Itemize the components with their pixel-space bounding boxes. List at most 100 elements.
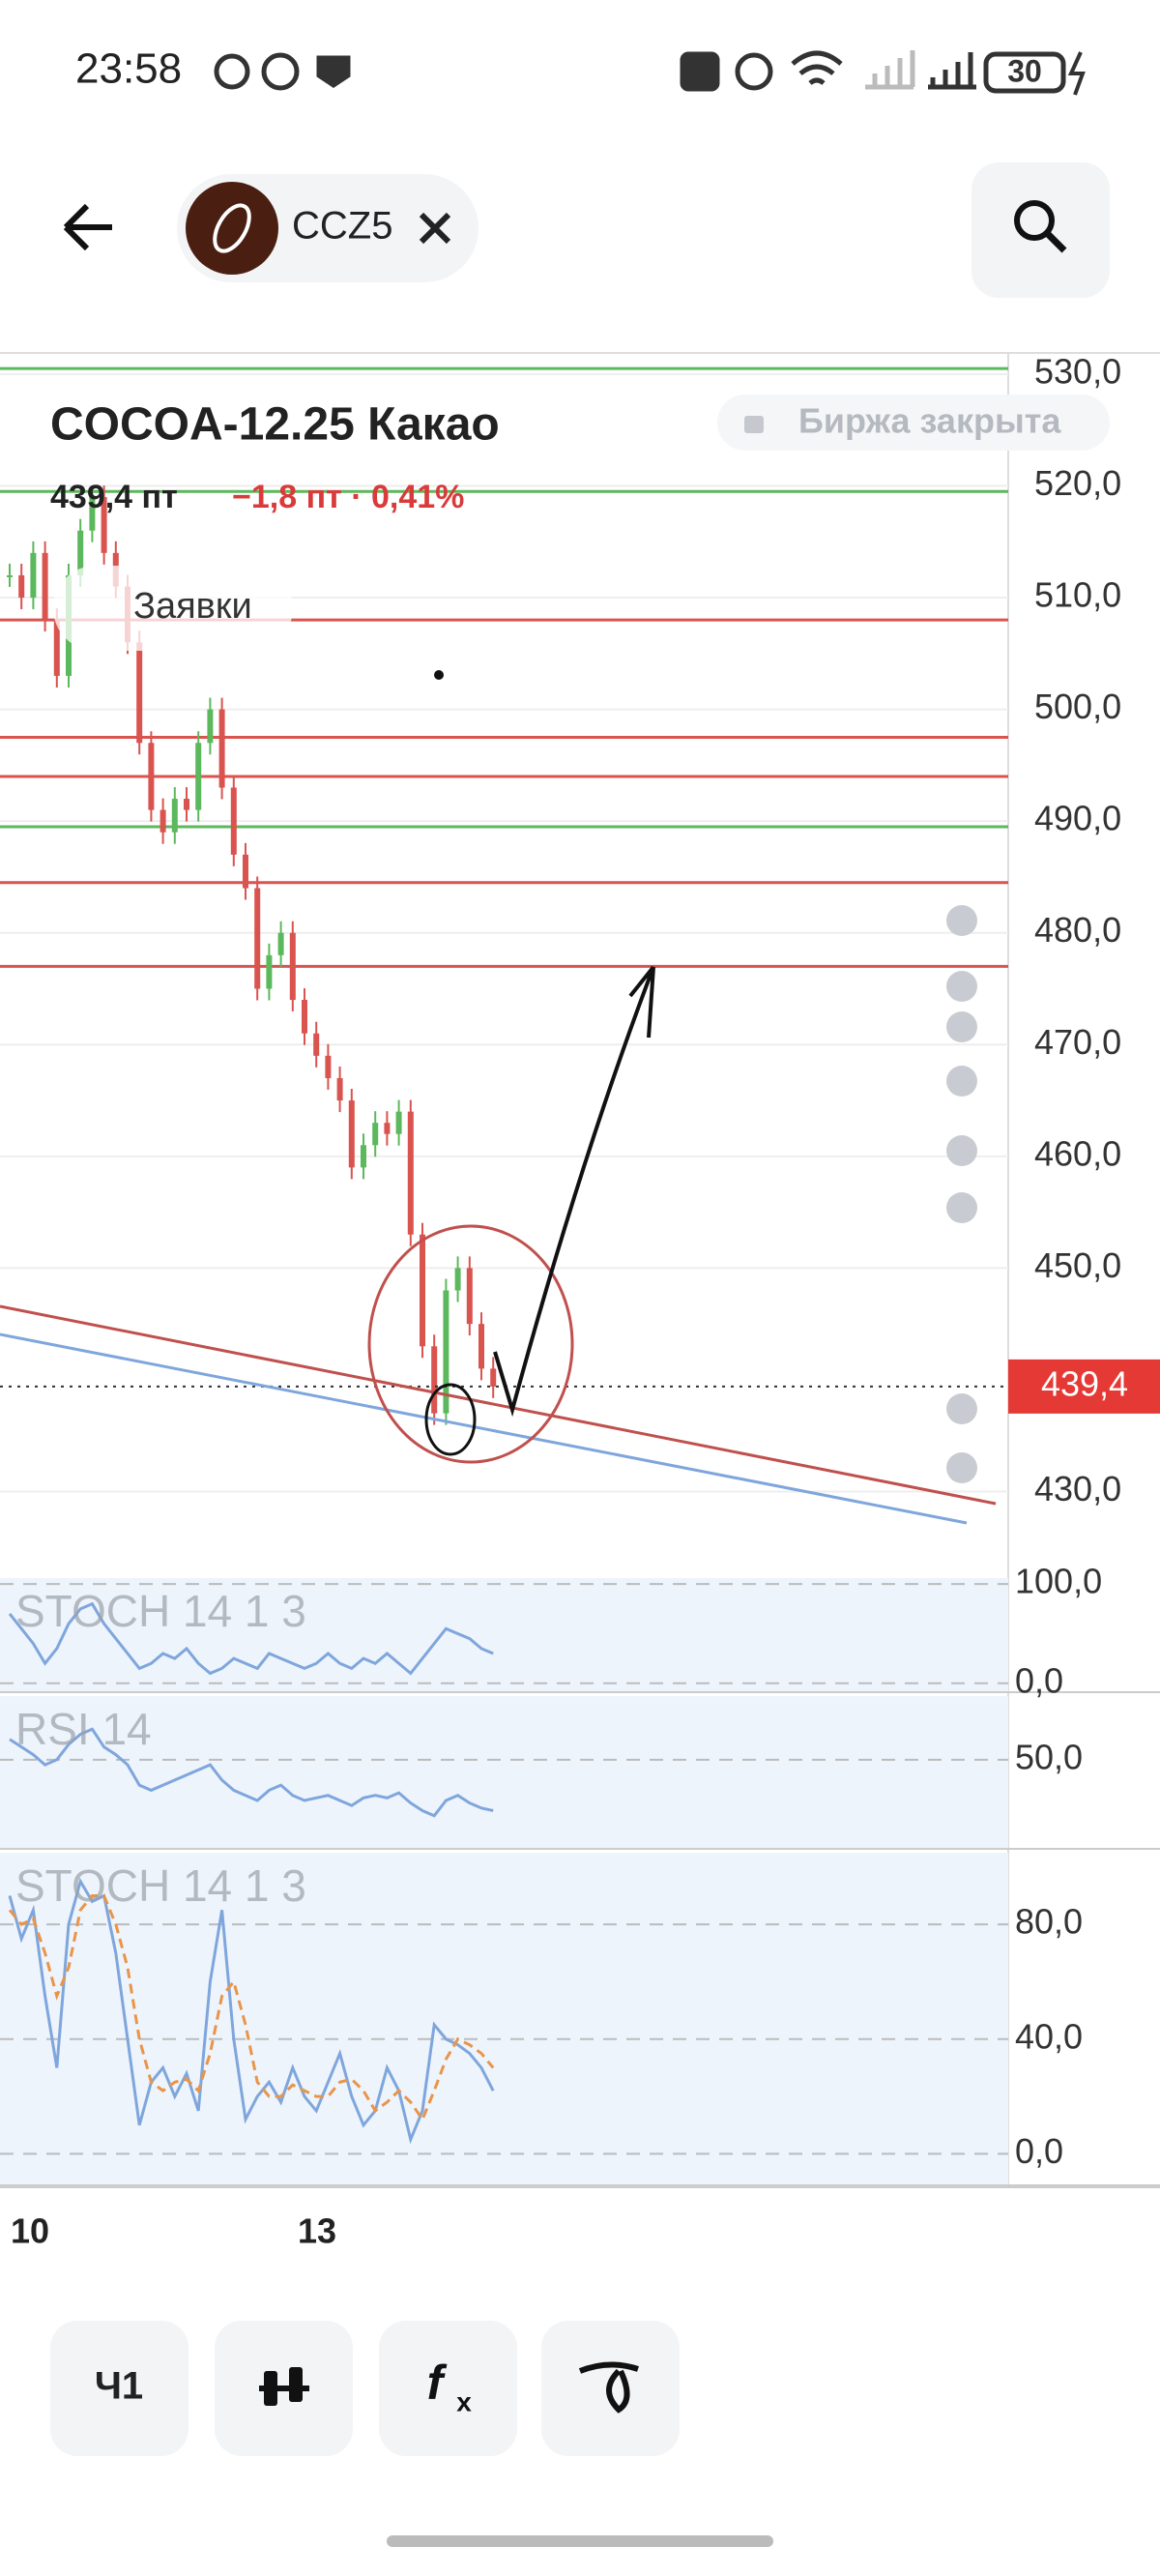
pane-background bbox=[0, 1578, 1008, 1692]
user-drawing bbox=[0, 670, 997, 1525]
candle bbox=[289, 932, 296, 1001]
y-tick-label: 40,0 bbox=[1015, 2016, 1083, 2056]
remove-ticker[interactable] bbox=[419, 212, 451, 245]
y-tick-label: 520,0 bbox=[1034, 463, 1121, 503]
candle bbox=[454, 1268, 461, 1291]
orders-button[interactable] bbox=[53, 566, 293, 651]
battery-level: 30 bbox=[1007, 53, 1042, 88]
y-tick-label: 500,0 bbox=[1034, 687, 1121, 726]
candle bbox=[195, 743, 202, 810]
candle bbox=[30, 552, 37, 599]
indicator-title: RSI 14 bbox=[15, 1704, 152, 1754]
candle bbox=[42, 552, 48, 621]
y-tick-label: 430,0 bbox=[1034, 1469, 1121, 1508]
candle bbox=[218, 709, 225, 788]
ticker-logo bbox=[186, 182, 278, 275]
search-icon bbox=[1014, 200, 1055, 241]
search-icon bbox=[1044, 230, 1067, 253]
orders-label: Заявки bbox=[133, 586, 252, 627]
search-button[interactable] bbox=[972, 162, 1110, 298]
candle bbox=[313, 1033, 320, 1056]
indicator-title: STOCH 14 1 3 bbox=[15, 1586, 306, 1636]
candle bbox=[243, 854, 248, 889]
candle bbox=[325, 1055, 332, 1078]
candle bbox=[443, 1290, 450, 1414]
candle bbox=[277, 932, 284, 955]
pane-background bbox=[0, 1853, 1008, 2185]
interval-label: Ч1 bbox=[95, 2365, 143, 2408]
indicator-line bbox=[9, 1727, 494, 1818]
price-chart: 530,0 520,0 510,0 500,0 490,0 480,0 470,0 460,0… bbox=[0, 351, 1160, 2186]
last-price-label: 439,4 bbox=[1041, 1363, 1128, 1403]
ticker: CCZ5 bbox=[292, 205, 392, 248]
candle bbox=[420, 1234, 425, 1347]
y-tick-label: 510,0 bbox=[1034, 575, 1121, 615]
drawing-icon bbox=[578, 2361, 639, 2414]
price-change: −1,8 пт · 0,41% bbox=[232, 479, 464, 515]
x-tick-label: 10 bbox=[11, 2211, 49, 2251]
candle bbox=[466, 1268, 473, 1325]
candle bbox=[478, 1324, 484, 1369]
candle bbox=[348, 1100, 355, 1168]
y-tick-label: 100,0 bbox=[1015, 1562, 1102, 1601]
candle bbox=[384, 1123, 391, 1134]
market-status-pill bbox=[717, 395, 1110, 451]
instrument-title: COCOA-12.25 Какао bbox=[50, 399, 500, 451]
y-tick-label: 80,0 bbox=[1015, 1902, 1083, 1942]
y-tick-label: 530,0 bbox=[1034, 351, 1121, 391]
y-tick-label: 480,0 bbox=[1034, 910, 1121, 950]
y-tick-label: 50,0 bbox=[1015, 1737, 1083, 1776]
candle bbox=[101, 497, 107, 553]
candle bbox=[207, 709, 214, 744]
candle bbox=[184, 799, 189, 810]
candle bbox=[336, 1077, 343, 1101]
pane-background bbox=[0, 1696, 1008, 1849]
status-icons bbox=[214, 50, 1086, 96]
indicator-line bbox=[8, 1601, 494, 1676]
candle bbox=[18, 574, 25, 599]
y-tick-label: 450,0 bbox=[1034, 1245, 1121, 1285]
price: 439,4 пт bbox=[50, 479, 178, 515]
lock-icon bbox=[744, 416, 764, 433]
chart-type-icon bbox=[259, 2367, 309, 2406]
y-tick-label: 470,0 bbox=[1034, 1022, 1121, 1062]
candle bbox=[89, 497, 96, 531]
indicators-icon: x bbox=[456, 2386, 472, 2416]
candle bbox=[254, 888, 261, 989]
market-status: Биржа закрыта bbox=[798, 401, 1061, 441]
cocoa-icon bbox=[213, 203, 251, 253]
candle bbox=[7, 574, 13, 577]
candle bbox=[407, 1111, 414, 1235]
x-tick-label: 13 bbox=[298, 2211, 336, 2251]
last-price-tag bbox=[1008, 1359, 1160, 1414]
candle bbox=[148, 743, 155, 810]
candle bbox=[77, 530, 84, 575]
gesture-bar bbox=[387, 2535, 773, 2547]
status-time: 23:58 bbox=[75, 45, 182, 93]
y-tick-label: 0,0 bbox=[1015, 1660, 1063, 1700]
y-tick-label: 460,0 bbox=[1034, 1133, 1121, 1173]
indicator-line bbox=[8, 1893, 495, 2122]
candle bbox=[53, 620, 60, 676]
candle bbox=[136, 642, 143, 744]
indicators-icon: f bbox=[427, 2356, 448, 2410]
candle bbox=[490, 1368, 497, 1387]
indicators-button[interactable] bbox=[379, 2321, 517, 2456]
y-tick-label: 490,0 bbox=[1034, 799, 1121, 838]
candle bbox=[431, 1346, 438, 1414]
candle bbox=[372, 1123, 379, 1146]
candle bbox=[266, 954, 273, 989]
interval-button[interactable] bbox=[50, 2321, 188, 2456]
candle bbox=[395, 1111, 402, 1134]
candle bbox=[230, 787, 237, 855]
candle bbox=[302, 1000, 307, 1034]
candle bbox=[171, 799, 178, 833]
y-tick-label: 0,0 bbox=[1015, 2131, 1063, 2171]
back-button[interactable] bbox=[63, 203, 112, 251]
candle bbox=[160, 809, 166, 833]
indicator-title: STOCH 14 1 3 bbox=[15, 1860, 306, 1911]
candle bbox=[361, 1145, 366, 1168]
alert-icons bbox=[946, 905, 977, 1483]
